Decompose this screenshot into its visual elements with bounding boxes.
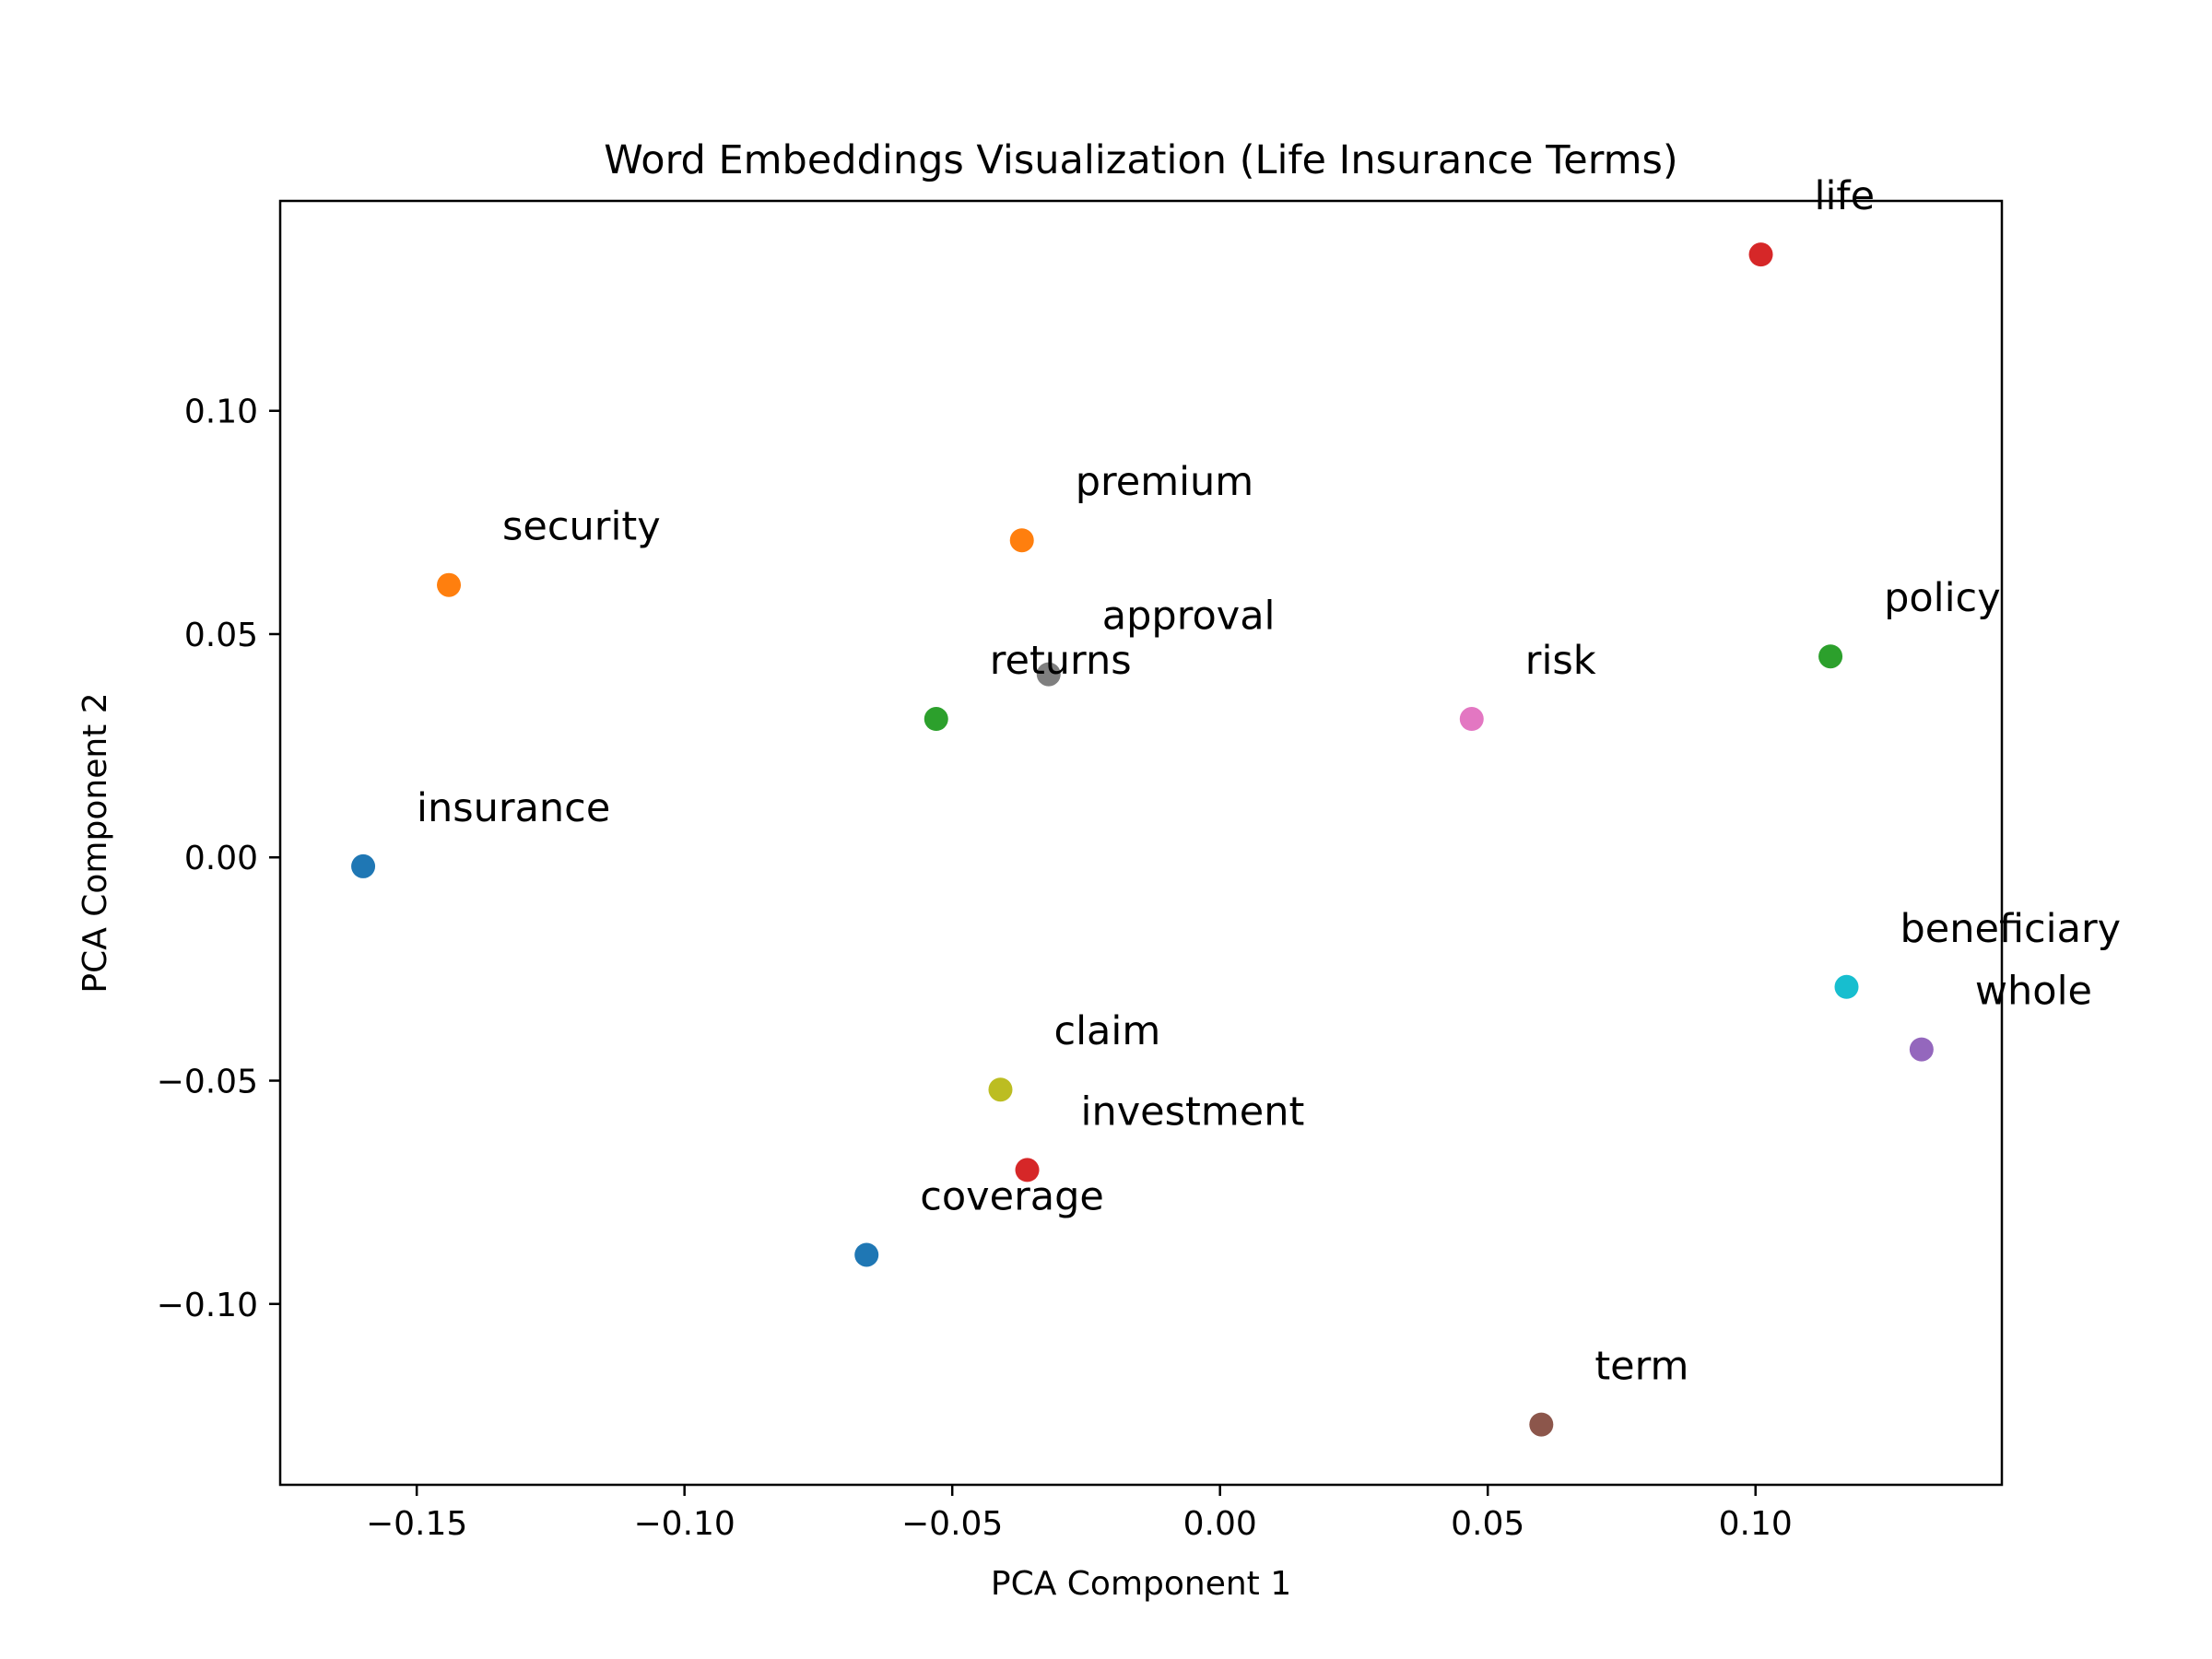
data-point-coverage [854,1242,879,1267]
point-label-whole: whole [1975,969,2092,1015]
data-point-security [437,572,462,597]
point-label-returns: returns [990,638,1132,684]
y-tick-label: 0.05 [184,617,258,654]
data-point-claim [988,1077,1013,1102]
point-label-policy: policy [1884,575,2001,621]
y-tick-label: −0.10 [157,1287,258,1324]
data-point-risk [1459,707,1484,732]
y-tick-label: 0.10 [184,394,258,431]
plot-frame [278,199,2004,1487]
x-tick-label: 0.10 [1719,1505,1793,1543]
point-label-risk: risk [1525,638,1596,684]
point-label-claim: claim [1053,1008,1160,1054]
point-labels: insurance security returns premium approval r… [417,173,2121,1389]
point-label-term: term [1594,1344,1688,1390]
data-point-investment [1015,1158,1040,1182]
data-point-term [1529,1412,1554,1437]
x-tick-label: 0.05 [1451,1505,1524,1543]
point-label-investment: investment [1081,1088,1305,1135]
chart-title: Word Embeddings Visualization (Life Insu… [604,137,1677,183]
x-tick-label: −0.15 [366,1505,467,1543]
data-point-approval [1036,662,1061,687]
x-tick-label: −0.10 [634,1505,735,1543]
point-label-premium: premium [1076,459,1253,505]
point-label-approval: approval [1102,594,1276,640]
x-tick-label: −0.05 [901,1505,1003,1543]
point-label-beneficiary: beneficiary [1900,906,2122,952]
y-tick-label: 0.00 [184,840,258,877]
point-label-insurance: insurance [417,785,610,831]
point-label-security: security [502,504,661,550]
axis-ticks: −0.15 −0.10 −0.05 0.00 0.05 0.10 −0.10 −0.05 0.0… [157,394,1793,1543]
data-point-insurance [351,853,376,878]
x-axis-title: PCA Component 1 [991,1565,1291,1603]
data-point-whole [1909,1037,1934,1062]
data-point-policy [1818,644,1843,669]
data-point-beneficiary [1834,974,1859,999]
data-point-returns [924,707,948,732]
y-tick-label: −0.05 [157,1064,258,1101]
data-point-life [1748,242,1773,267]
x-tick-label: 0.00 [1183,1505,1257,1543]
point-label-coverage: coverage [920,1173,1104,1219]
y-axis-title: PCA Component 2 [76,692,114,993]
point-label-life: life [1815,173,1876,219]
data-points [351,242,1934,1437]
data-point-premium [1009,528,1034,553]
